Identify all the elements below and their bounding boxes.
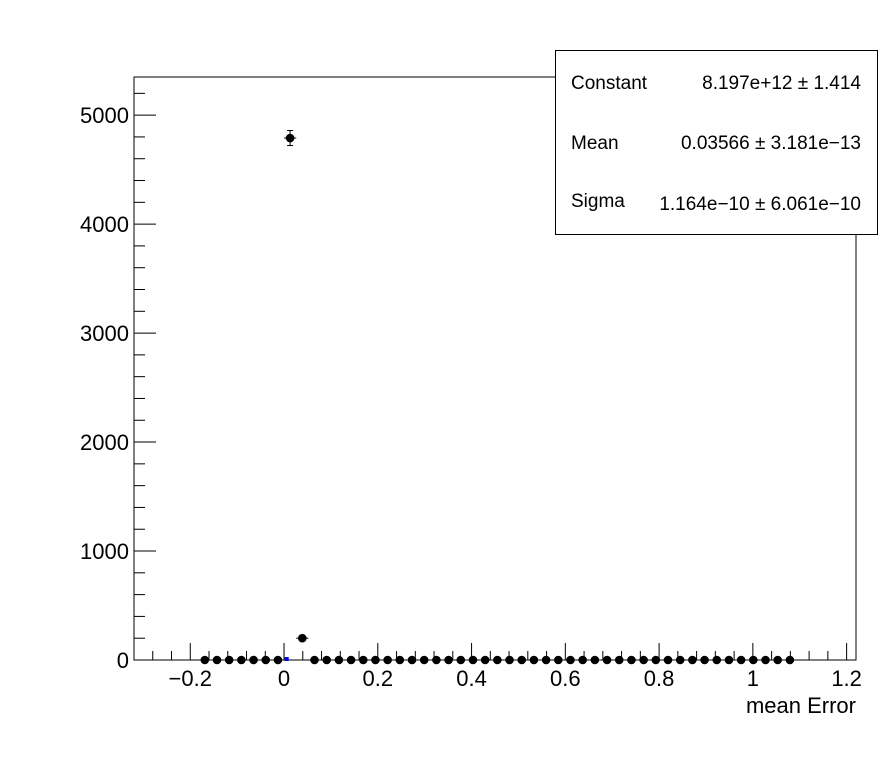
data-point bbox=[700, 655, 709, 665]
data-point bbox=[346, 655, 356, 665]
data-point bbox=[444, 655, 453, 665]
stat-value: 0.03566 ± 3.181e−13 bbox=[680, 133, 861, 154]
x-tick-label: 1.2 bbox=[831, 666, 862, 691]
data-point bbox=[749, 655, 758, 665]
stat-row-sigma: Sigma 1.164e−10 ± 6.061e−10 bbox=[571, 191, 861, 218]
y-tick-label: 2000 bbox=[80, 430, 129, 455]
data-point bbox=[261, 655, 271, 665]
data-point bbox=[432, 655, 441, 665]
x-tick-label: 0 bbox=[278, 666, 290, 691]
y-tick-label: 1000 bbox=[80, 539, 129, 564]
x-tick-label: 0.6 bbox=[550, 666, 581, 691]
data-point bbox=[675, 655, 685, 665]
data-point bbox=[383, 655, 392, 665]
data-point bbox=[553, 655, 563, 665]
x-axis: −0.2 0 0.2 0.4 0.6 0.8 1 1.2 bbox=[152, 643, 862, 691]
x-axis-title: mean Error bbox=[746, 693, 856, 718]
data-point bbox=[566, 655, 575, 665]
data-point bbox=[480, 655, 490, 665]
data-point bbox=[541, 655, 551, 665]
data-point bbox=[358, 655, 368, 665]
x-tick-label: −0.2 bbox=[169, 666, 212, 691]
data-point bbox=[273, 655, 283, 665]
data-point bbox=[419, 655, 429, 665]
data-point bbox=[505, 655, 514, 665]
stat-value: 8.197e+12 ± 1.414 bbox=[702, 73, 861, 94]
data-point bbox=[639, 655, 648, 665]
data-point bbox=[773, 655, 783, 665]
data-point bbox=[200, 655, 210, 665]
data-point bbox=[761, 655, 770, 665]
data-point bbox=[590, 655, 600, 665]
data-point bbox=[688, 655, 697, 665]
data-point bbox=[578, 655, 587, 665]
stat-name: Sigma bbox=[571, 191, 625, 212]
stat-value: 1.164e−10 ± 6.061e−10 bbox=[659, 194, 861, 215]
data-point bbox=[614, 655, 624, 665]
stat-name: Constant bbox=[571, 73, 648, 94]
data-point bbox=[237, 655, 246, 665]
data-point bbox=[456, 655, 466, 665]
data-point bbox=[736, 655, 746, 665]
data-point bbox=[627, 655, 636, 665]
x-tick-label: 0.2 bbox=[362, 666, 393, 691]
data-point bbox=[249, 655, 258, 665]
data-markers bbox=[198, 130, 796, 665]
stat-row-constant: Constant 8.197e+12 ± 1.414 bbox=[571, 73, 861, 97]
x-tick-label: 1 bbox=[747, 666, 759, 691]
data-point bbox=[517, 655, 527, 665]
y-axis: 0 1000 2000 3000 4000 5000 bbox=[80, 92, 156, 673]
data-point bbox=[334, 655, 344, 665]
fit-stats-box: Constant 8.197e+12 ± 1.414 Mean 0.03566 … bbox=[555, 50, 878, 235]
y-tick-label: 3000 bbox=[80, 321, 129, 346]
data-point bbox=[712, 655, 722, 665]
data-point bbox=[371, 655, 380, 665]
data-point bbox=[322, 655, 331, 665]
data-point bbox=[212, 655, 222, 665]
fit-function-marker bbox=[284, 657, 289, 661]
x-tick-label: 0.4 bbox=[456, 666, 487, 691]
y-tick-label: 0 bbox=[117, 648, 129, 673]
data-point bbox=[493, 655, 502, 665]
stat-name: Mean bbox=[571, 133, 619, 154]
data-point bbox=[663, 655, 673, 665]
data-point bbox=[651, 655, 661, 665]
data-point bbox=[310, 655, 319, 665]
x-tick-label: 0.8 bbox=[644, 666, 675, 691]
y-tick-label: 4000 bbox=[80, 212, 129, 237]
data-point bbox=[468, 655, 478, 665]
data-point bbox=[395, 655, 405, 665]
data-point bbox=[407, 655, 417, 665]
data-point bbox=[529, 655, 539, 665]
data-point bbox=[224, 655, 234, 665]
stat-row-mean: Mean 0.03566 ± 3.181e−13 bbox=[571, 133, 861, 157]
data-point bbox=[724, 655, 734, 665]
data-point bbox=[785, 655, 795, 665]
data-point bbox=[602, 655, 612, 665]
y-tick-label: 5000 bbox=[80, 103, 129, 128]
